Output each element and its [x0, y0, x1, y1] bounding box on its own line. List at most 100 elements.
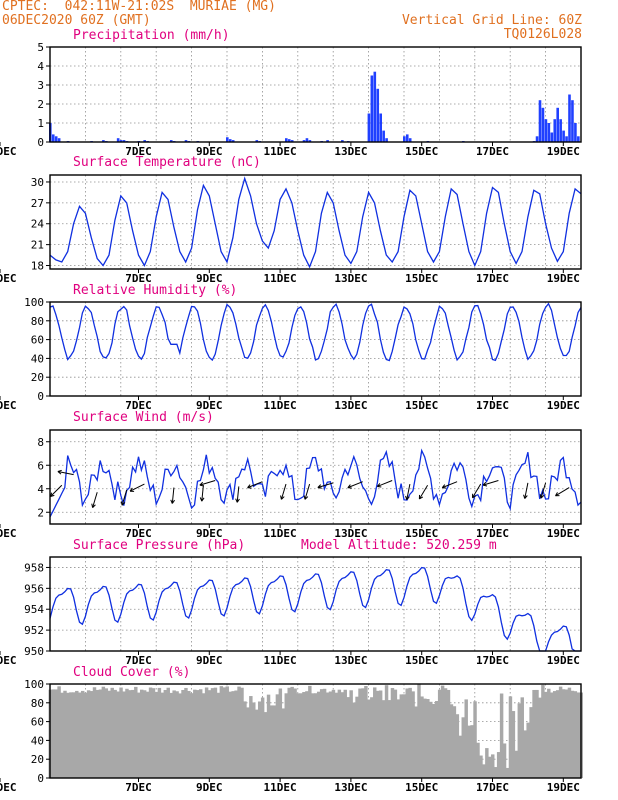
cloud-bar: [319, 689, 324, 778]
cloud-bar: [66, 692, 70, 778]
cloud-bar: [131, 689, 135, 778]
panel-humidity: 0 20 40 60 80 100 7DEC 9DEC 11DEC 13DEC 15DEC 17DEC…: [0, 296, 582, 412]
y-tick-label: 950: [24, 645, 44, 658]
panel-title-temperature: Surface Temperature (nC): [73, 155, 261, 170]
precip-bar: [228, 139, 232, 142]
panel-pressure: 950 952 954 956 958 7DEC 9DEC 11DEC 13DEC 15DEC 17…: [0, 556, 582, 667]
wind-arrow-head: [199, 497, 205, 502]
panel-title-precipitation: Precipitation (mm/h): [73, 28, 230, 43]
x-tick-label: 19DEC: [547, 399, 580, 412]
y-tick-label: 6: [37, 459, 44, 472]
cloud-bar: [393, 689, 398, 778]
x-tick-label: 21DEC: [0, 781, 17, 794]
x-tick-label: 17DEC: [476, 145, 509, 158]
cloud-bar: [535, 689, 539, 778]
cloud-bar: [213, 687, 218, 778]
cloud-bar: [98, 689, 103, 778]
precip-bar: [143, 140, 146, 142]
precip-bar: [287, 139, 291, 142]
cloud-bar: [440, 685, 445, 778]
precip-bar: [290, 140, 294, 142]
panel-frame: [49, 429, 582, 525]
x-tick-label: 11DEC: [264, 781, 297, 794]
cloud-bar: [63, 690, 67, 778]
cloud-bar: [228, 691, 232, 778]
cloud-bar: [83, 692, 88, 778]
wind-arrow-head: [347, 484, 352, 489]
cloud-bar: [337, 689, 342, 778]
panel-frame: [49, 301, 582, 397]
precip-bar: [122, 140, 126, 142]
precip-bar: [577, 136, 580, 142]
precip-bar: [408, 138, 412, 142]
precip-bar: [571, 100, 574, 142]
cloud-bar: [358, 688, 362, 778]
humidity-series-line: [49, 302, 582, 362]
wind-arrow-head: [376, 483, 382, 488]
panel-frame: [49, 174, 582, 270]
cloud-bar: [234, 690, 238, 778]
cloud-bar: [355, 696, 359, 778]
cloud-bar: [529, 707, 533, 778]
y-tick-label: 60: [31, 334, 44, 347]
cloud-bar: [328, 691, 333, 778]
y-tick-label: 1: [37, 117, 44, 130]
cloud-bar: [119, 687, 123, 778]
wind-arrow: [472, 483, 482, 499]
cloud-bar: [187, 690, 191, 778]
cloud-bar: [196, 690, 200, 778]
panel-title-wind: Surface Wind (m/s): [73, 410, 214, 425]
cloud-bar: [163, 689, 168, 778]
wind-arrow: [92, 492, 98, 508]
x-tick-label: 21DEC: [0, 654, 17, 667]
panel-frame: [49, 683, 582, 779]
precip-bar: [382, 130, 385, 142]
x-tick-label: 7DEC: [125, 399, 152, 412]
panel-temperature: 18 21 24 27 30 7DEC 9DEC 11DEC 13DEC 15DEC 17DEC 19…: [0, 174, 582, 285]
precip-bar: [565, 136, 568, 142]
cloud-bar: [502, 743, 507, 778]
cloud-bar: [269, 705, 274, 778]
cloud-bar: [263, 712, 268, 778]
y-tick-label: 27: [31, 197, 44, 210]
cloud-bar: [190, 693, 194, 778]
cloud-bar: [505, 767, 510, 778]
cloud-bar: [231, 691, 235, 778]
cloud-bar: [541, 684, 545, 778]
cloud-bar: [296, 693, 300, 778]
wind-arrow: [540, 482, 547, 499]
cloud-bar: [331, 689, 336, 778]
precip-bar: [559, 119, 562, 142]
x-tick-label: 17DEC: [476, 654, 509, 667]
precip-bar: [285, 138, 288, 142]
x-tick-label: 19DEC: [547, 527, 580, 540]
cloud-bar: [547, 688, 551, 778]
cloud-bar: [257, 701, 262, 778]
x-tick-label: 19DEC: [547, 781, 580, 794]
wind-arrow: [199, 480, 216, 486]
cloud-bar: [175, 691, 179, 778]
y-tick-label: 952: [24, 624, 44, 637]
x-tick-label: 11DEC: [264, 272, 297, 285]
cloud-bar: [72, 692, 76, 778]
precip-bar: [370, 75, 374, 142]
y-tick-label: 5: [37, 41, 44, 54]
precip-bar: [226, 137, 229, 142]
cloud-bar: [172, 690, 176, 778]
wind-arrow: [524, 482, 529, 499]
wind-arrow: [57, 471, 74, 476]
precip-bar: [169, 140, 173, 142]
cloud-bar: [467, 725, 471, 778]
cloud-bar: [491, 754, 495, 778]
cloud-bar: [417, 684, 421, 778]
precip-bar: [102, 140, 105, 142]
precip-bar: [341, 140, 344, 142]
y-tick-label: 30: [31, 176, 44, 189]
cloud-bar: [139, 689, 144, 778]
cloud-bar: [423, 698, 427, 778]
precip-bar: [541, 107, 545, 142]
y-tick-label: 8: [37, 436, 44, 449]
x-tick-label: 15DEC: [405, 272, 438, 285]
cloud-bar: [281, 708, 286, 778]
y-tick-label: 4: [37, 483, 44, 496]
